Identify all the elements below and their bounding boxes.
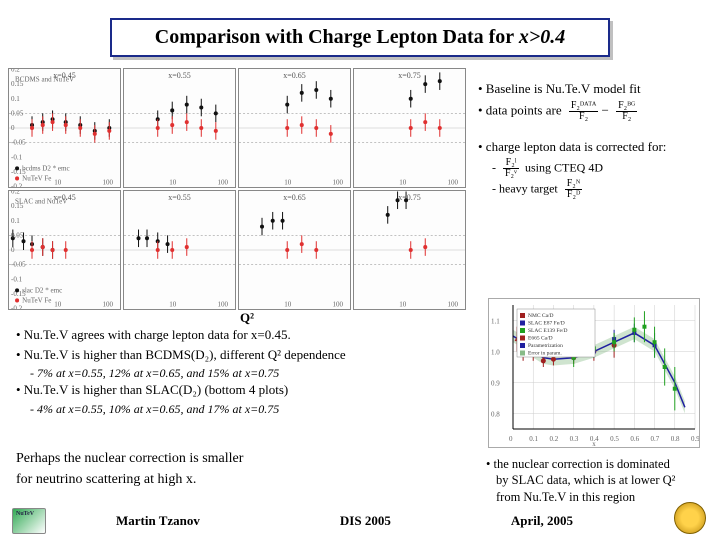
svg-text:0.3: 0.3 — [570, 435, 579, 443]
svg-text:0.2: 0.2 — [11, 69, 20, 73]
svg-text:-0.05: -0.05 — [11, 139, 26, 147]
svg-text:100: 100 — [102, 301, 113, 309]
svg-text:0.6: 0.6 — [630, 435, 639, 443]
svg-text:10: 10 — [399, 179, 407, 187]
svg-text:-0.1: -0.1 — [11, 275, 23, 283]
svg-text:Parametrization: Parametrization — [528, 343, 563, 349]
mini-plot: x=0.65110100 — [238, 68, 351, 188]
svg-text:NMC Ca/D: NMC Ca/D — [528, 313, 554, 319]
footer-conference: DIS 2005 — [340, 513, 391, 529]
svg-text:Error in param.: Error in param. — [528, 351, 562, 357]
svg-text:SLAC E87 Fe/D: SLAC E87 Fe/D — [528, 321, 565, 327]
svg-text:slac D2 * emc: slac D2 * emc — [22, 286, 62, 294]
svg-text:1: 1 — [354, 301, 355, 309]
svg-text:NuTeV Fe: NuTeV Fe — [22, 296, 51, 304]
svg-text:10: 10 — [284, 301, 292, 309]
mini-plot: x=0.55110100 — [123, 68, 236, 188]
svg-text:100: 100 — [217, 301, 228, 309]
svg-text:0.05: 0.05 — [11, 109, 24, 117]
svg-text:1.0: 1.0 — [491, 349, 500, 357]
svg-text:-0.1: -0.1 — [11, 153, 23, 161]
footer: Martin Tzanov DIS 2005 April, 2005 — [0, 508, 720, 534]
bullet-1: • Nu.Te.V agrees with charge lepton data… — [16, 326, 476, 344]
bullet-2: • Nu.Te.V is higher than BCDMS(D₂), diff… — [16, 346, 476, 364]
svg-text:100: 100 — [447, 301, 458, 309]
svg-text:100: 100 — [332, 301, 343, 309]
svg-text:1: 1 — [124, 301, 125, 309]
svg-text:100: 100 — [447, 179, 458, 187]
note-sub1: - F₂ˡ F₂ᵛ using CTEQ 4D — [478, 158, 714, 179]
svg-text:-0.05: -0.05 — [11, 261, 26, 269]
note-corrected: • charge lepton data is corrected for: — [478, 138, 714, 156]
title-prefix: Comparison with Charge Lepton Data for — [155, 26, 519, 48]
bullet-2-sub: - 7% at x=0.55, 12% at x=0.65, and 15% a… — [16, 365, 476, 381]
svg-text:0.5: 0.5 — [610, 435, 619, 443]
svg-text:10: 10 — [284, 179, 292, 187]
svg-text:1: 1 — [124, 179, 125, 187]
note-sub2: - heavy target F₂ᴺ F₂ᴰ — [478, 179, 714, 200]
mini-plot: x=0.45-0.2-0.15-0.1-0.0500.050.10.150.2B… — [8, 68, 121, 188]
right-notes: • Baseline is Nu.Te.V model fit • data p… — [478, 80, 714, 200]
mini-plot: x=0.55110100 — [123, 190, 236, 310]
svg-text:0.2: 0.2 — [11, 191, 20, 195]
svg-text:E665 Ca/D: E665 Ca/D — [528, 336, 553, 342]
bullet-3: • Nu.Te.V is higher than SLAC(D₂) (botto… — [16, 381, 476, 399]
upper-plot-row: x=0.45-0.2-0.15-0.1-0.0500.050.10.150.2B… — [8, 68, 468, 188]
q2-axis-label: Q² — [240, 310, 254, 326]
svg-text:0.7: 0.7 — [651, 435, 660, 443]
mini-plot: x=0.75110100 — [353, 68, 466, 188]
svg-text:10: 10 — [169, 301, 177, 309]
svg-text:100: 100 — [332, 179, 343, 187]
title-italic: x>0.4 — [519, 26, 565, 48]
svg-text:x: x — [592, 440, 596, 447]
svg-text:100: 100 — [102, 179, 113, 187]
conclusion-l2: for neutrino scattering at high x. — [16, 469, 376, 490]
nuclear-correction-chart: 0.80.91.01.100.10.20.30.40.50.60.70.80.9… — [488, 298, 700, 448]
note-datapoints: • data points are F₂ᴰᴬᵀᴬ F₂ − F₂ᴮᴳ F₂ — [478, 101, 714, 122]
svg-text:10: 10 — [54, 179, 62, 187]
svg-text:10: 10 — [54, 301, 62, 309]
lower-plot-row: x=0.45-0.2-0.15-0.1-0.0500.050.10.150.2S… — [8, 190, 468, 310]
svg-text:0: 0 — [11, 124, 15, 132]
svg-text:0.8: 0.8 — [671, 435, 680, 443]
mini-plot: x=0.75110100 — [353, 190, 466, 310]
svg-text:0.1: 0.1 — [529, 435, 538, 443]
svg-text:10: 10 — [399, 301, 407, 309]
svg-text:0.9: 0.9 — [691, 435, 699, 443]
svg-text:0.8: 0.8 — [491, 411, 500, 419]
seal-icon — [674, 502, 706, 534]
svg-text:0: 0 — [11, 246, 15, 254]
svg-text:0.2: 0.2 — [549, 435, 558, 443]
svg-text:SLAC E139 Fe/D: SLAC E139 Fe/D — [528, 328, 567, 334]
svg-text:0.9: 0.9 — [491, 380, 500, 388]
svg-text:1: 1 — [239, 179, 240, 187]
conclusion: Perhaps the nuclear correction is smalle… — [16, 448, 376, 490]
svg-text:1: 1 — [239, 301, 240, 309]
left-bullets: • Nu.Te.V agrees with charge lepton data… — [16, 326, 476, 417]
svg-text:1: 1 — [354, 179, 355, 187]
svg-text:-0.2: -0.2 — [11, 183, 23, 187]
conclusion-l1: Perhaps the nuclear correction is smalle… — [16, 448, 376, 469]
svg-text:0.05: 0.05 — [11, 231, 24, 239]
svg-text:100: 100 — [217, 179, 228, 187]
mini-plot: x=0.65110100 — [238, 190, 351, 310]
svg-text:NuTeV Fe: NuTeV Fe — [22, 174, 51, 182]
right-bullet: • the nuclear correction is dominated by… — [486, 456, 714, 505]
svg-text:bcdms D2 * emc: bcdms D2 * emc — [22, 164, 70, 172]
svg-text:1.1: 1.1 — [491, 318, 500, 326]
svg-text:0.1: 0.1 — [11, 217, 20, 225]
footer-author: Martin Tzanov — [116, 513, 200, 529]
nutev-logo-icon — [12, 508, 46, 534]
svg-text:0: 0 — [509, 435, 513, 443]
svg-text:1: 1 — [9, 301, 10, 309]
svg-text:10: 10 — [169, 179, 177, 187]
svg-text:1: 1 — [9, 179, 10, 187]
svg-text:-0.2: -0.2 — [11, 305, 23, 309]
footer-date: April, 2005 — [511, 513, 573, 529]
bullet-3-sub: - 4% at x=0.55, 10% at x=0.65, and 17% a… — [16, 401, 476, 417]
slide-title: Comparison with Charge Lepton Data for x… — [110, 18, 610, 57]
mini-plot: x=0.45-0.2-0.15-0.1-0.0500.050.10.150.2S… — [8, 190, 121, 310]
note-baseline: • Baseline is Nu.Te.V model fit — [478, 80, 714, 98]
svg-text:0.1: 0.1 — [11, 95, 20, 103]
